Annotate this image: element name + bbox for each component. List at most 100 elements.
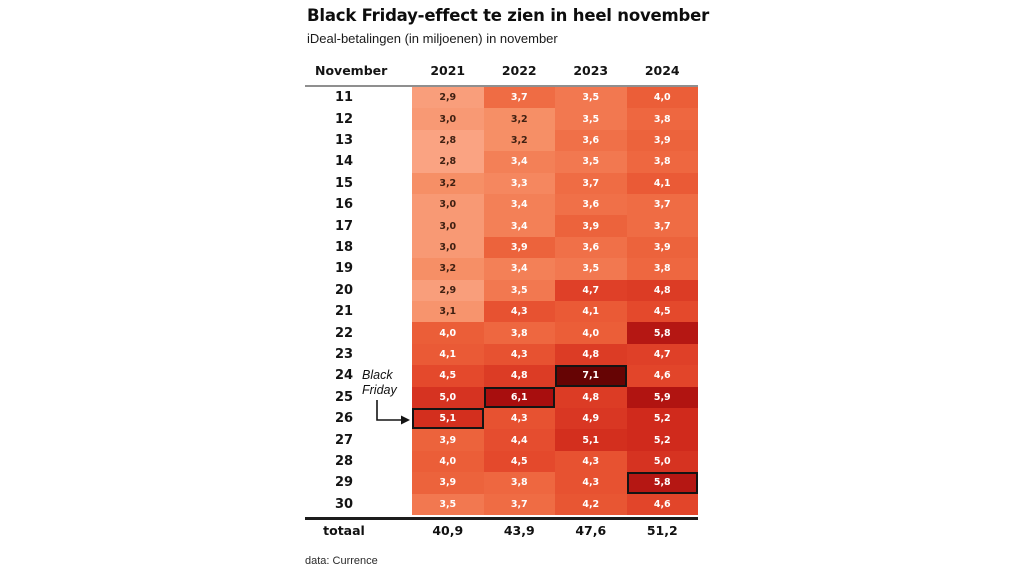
- heatmap-cell-2024-29: 5,8: [626, 472, 698, 494]
- heatmap-cell-2024-12: 3,8: [626, 108, 698, 130]
- day-label-30: 30: [334, 496, 354, 512]
- day-label-24: 24: [334, 368, 354, 384]
- heatmap-cell-2021-15: 3,2: [412, 172, 484, 194]
- day-label-18: 18: [334, 239, 354, 255]
- heatmap-cell-2022-12: 3,2: [483, 108, 555, 130]
- heatmap-cell-2021-29: 3,9: [412, 472, 484, 494]
- day-label-26: 26: [334, 411, 354, 427]
- day-label-13: 13: [334, 132, 354, 148]
- day-label-19: 19: [334, 261, 354, 277]
- heatmap-cell-2021-12: 3,0: [412, 108, 484, 130]
- heatmap-cell-2022-14: 3,4: [483, 151, 555, 173]
- day-label-14: 14: [334, 154, 354, 170]
- heatmap-cell-2022-15: 3,3: [483, 172, 555, 194]
- heatmap-cell-2022-27: 4,4: [483, 429, 555, 451]
- column-header-2023: 2023: [573, 63, 609, 78]
- heatmap-cell-2022-17: 3,4: [483, 215, 555, 237]
- heatmap-cell-2021-21: 3,1: [412, 301, 484, 323]
- heatmap-cell-2023-29: 4,3: [555, 472, 627, 494]
- total-value-2021: 40,9: [432, 523, 464, 538]
- heatmap-cell-2021-22: 4,0: [412, 322, 484, 344]
- heatmap-cell-2022-26: 4,3: [483, 408, 555, 430]
- heatmap-cell-2023-21: 4,1: [555, 301, 627, 323]
- heatmap-cell-2021-13: 2,8: [412, 129, 484, 152]
- heatmap-cell-2024-27: 5,2: [626, 429, 698, 451]
- heatmap-cell-2022-24: 4,8: [483, 365, 555, 387]
- heatmap-cell-2023-16: 3,6: [555, 194, 627, 216]
- heatmap-cell-2024-30: 4,6: [626, 493, 698, 515]
- heatmap-cell-2024-22: 5,8: [626, 322, 698, 344]
- heatmap-cell-2021-25: 5,0: [412, 386, 484, 408]
- heatmap-cell-2024-25: 5,9: [626, 386, 698, 408]
- heatmap-cell-2024-26: 5,2: [626, 408, 698, 430]
- heatmap-cell-2024-20: 4,8: [626, 279, 698, 301]
- heatmap-cell-2023-18: 3,6: [555, 236, 627, 259]
- heatmap-cell-2022-23: 4,3: [483, 343, 555, 366]
- heatmap-cell-2022-11: 3,7: [483, 87, 555, 109]
- heatmap-cell-2022-22: 3,8: [483, 322, 555, 344]
- heatmap-cell-2022-16: 3,4: [483, 194, 555, 216]
- heatmap-cell-2024-24: 4,6: [626, 365, 698, 387]
- heatmap-cell-2024-15: 4,1: [626, 172, 698, 194]
- black-friday-arrow-icon: [376, 400, 410, 425]
- chart-title: Black Friday-effect te zien in heel nove…: [307, 6, 710, 25]
- day-label-25: 25: [334, 389, 354, 405]
- column-header-row: November 2021 2022 2023 2024: [305, 63, 698, 81]
- heatmap-cell-2023-30: 4,2: [555, 493, 627, 515]
- heatmap-cell-2022-28: 4,5: [483, 450, 555, 473]
- heatmap-cell-2023-14: 3,5: [555, 151, 627, 173]
- heatmap-grid: 11 2,9 3,7 3,5 4,0 12 3,0 3,2 3,5 3,8 13 2,8 3,2 3,6 3…: [305, 87, 698, 515]
- heatmap-cell-2023-17: 3,9: [555, 215, 627, 237]
- heatmap-cell-2021-24: 4,5: [412, 365, 484, 387]
- heatmap-cell-2024-17: 3,7: [626, 215, 698, 237]
- heatmap-cell-2021-16: 3,0: [412, 194, 484, 216]
- column-header-2022: 2022: [501, 63, 537, 78]
- day-label-16: 16: [334, 197, 354, 213]
- heatmap-cell-2023-12: 3,5: [555, 108, 627, 130]
- heatmap-cell-2021-14: 2,8: [412, 151, 484, 173]
- heatmap-cell-2024-18: 3,9: [626, 236, 698, 259]
- heatmap-cell-2023-26: 4,9: [555, 408, 627, 430]
- day-label-23: 23: [334, 346, 354, 362]
- source-credit: data: Currence: [305, 555, 378, 567]
- total-value-2022: 43,9: [503, 523, 535, 538]
- heatmap-cell-2021-23: 4,1: [412, 343, 484, 366]
- heatmap-cell-2021-17: 3,0: [412, 215, 484, 237]
- row-header-november: November: [315, 63, 388, 78]
- heatmap-cell-2021-18: 3,0: [412, 236, 484, 259]
- day-label-22: 22: [334, 325, 354, 341]
- black-friday-annotation: Black Friday: [362, 368, 397, 397]
- column-header-2021: 2021: [430, 63, 466, 78]
- heatmap-cell-2022-25: 6,1: [483, 386, 555, 408]
- heatmap-cell-2023-19: 3,5: [555, 258, 627, 280]
- heatmap-cell-2022-13: 3,2: [483, 129, 555, 152]
- heatmap-cell-2024-16: 3,7: [626, 194, 698, 216]
- heatmap-cell-2021-19: 3,2: [412, 258, 484, 280]
- day-label-11: 11: [334, 90, 354, 106]
- column-header-2024: 2024: [644, 63, 680, 78]
- heatmap-cell-2024-23: 4,7: [626, 343, 698, 366]
- heatmap-cell-2024-21: 4,5: [626, 301, 698, 323]
- heatmap-cell-2024-14: 3,8: [626, 151, 698, 173]
- heatmap-cell-2023-24: 7,1: [555, 365, 627, 387]
- heatmap-cell-2021-30: 3,5: [412, 493, 484, 515]
- day-label-17: 17: [334, 218, 354, 234]
- day-label-15: 15: [334, 175, 354, 191]
- day-label-21: 21: [334, 304, 354, 320]
- day-label-12: 12: [334, 111, 354, 127]
- totals-row: totaal 40,9 43,9 47,6 51,2: [305, 523, 698, 541]
- day-label-27: 27: [334, 432, 354, 448]
- heatmap-cell-2024-28: 5,0: [626, 450, 698, 473]
- heatmap-cell-2023-20: 4,7: [555, 279, 627, 301]
- heatmap-cell-2023-13: 3,6: [555, 129, 627, 152]
- heatmap-cell-2022-18: 3,9: [483, 236, 555, 259]
- day-label-20: 20: [334, 282, 354, 298]
- total-value-2023: 47,6: [575, 523, 607, 538]
- day-label-29: 29: [334, 475, 354, 491]
- heatmap-cell-2023-25: 4,8: [555, 386, 627, 408]
- heatmap-cell-2021-27: 3,9: [412, 429, 484, 451]
- heatmap-cell-2022-21: 4,3: [483, 301, 555, 323]
- day-label-28: 28: [334, 453, 354, 469]
- heatmap-cell-2023-22: 4,0: [555, 322, 627, 344]
